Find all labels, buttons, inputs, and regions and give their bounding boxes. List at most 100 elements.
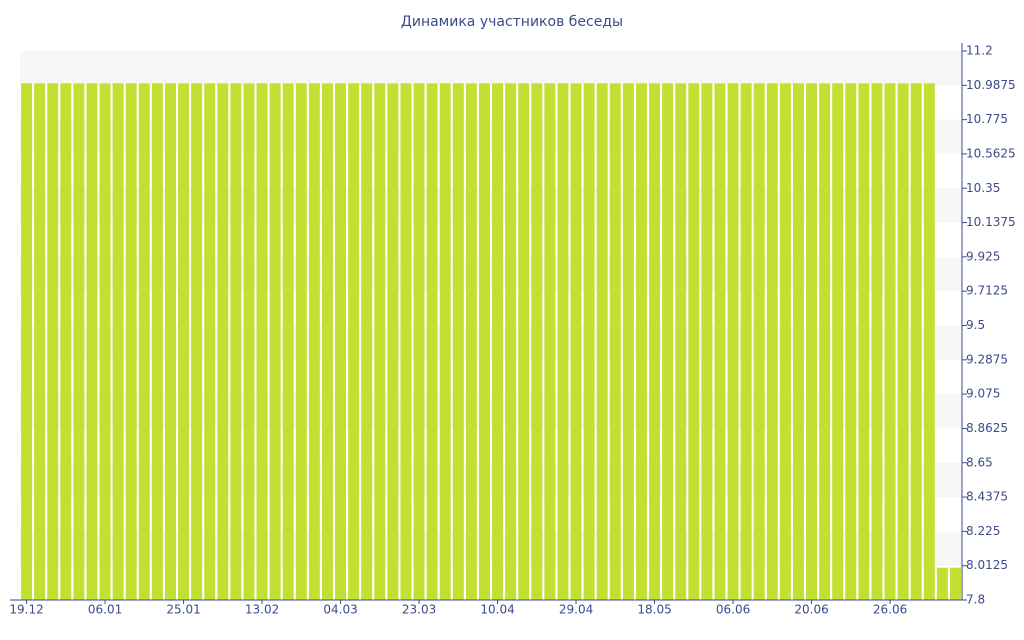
y-tick-label: 9.7125	[966, 284, 1008, 298]
bar	[452, 83, 464, 600]
y-tick-label: 10.5625	[966, 146, 1016, 160]
grid-band	[20, 256, 962, 292]
bar	[413, 83, 425, 600]
bar	[596, 83, 608, 600]
bar	[806, 83, 818, 600]
x-tick-label: 18.05	[637, 603, 671, 617]
bar	[178, 83, 190, 600]
bar	[321, 83, 333, 600]
bar	[47, 83, 59, 600]
y-tick-label: 10.775	[966, 112, 1008, 126]
y-tick-label: 9.5	[966, 318, 985, 332]
bar	[675, 83, 687, 600]
bar	[60, 83, 72, 600]
x-tick-label: 26.06	[873, 603, 907, 617]
bar	[949, 567, 961, 600]
grid-band	[20, 325, 962, 360]
bar	[138, 83, 150, 600]
bar	[73, 83, 85, 600]
bar	[635, 83, 647, 600]
grid-band	[20, 394, 962, 429]
bar	[99, 83, 111, 600]
bar	[256, 83, 268, 600]
x-tick-label: 20.06	[794, 603, 828, 617]
y-tick-label: 11.2	[966, 44, 993, 58]
y-tick-label: 9.2875	[966, 352, 1008, 366]
bar	[400, 83, 412, 600]
bar	[282, 83, 294, 600]
bar	[871, 83, 883, 600]
bar	[230, 83, 242, 600]
x-tick-label: 10.04	[480, 603, 514, 617]
y-tick-label: 8.0125	[966, 558, 1008, 572]
bar	[269, 83, 281, 600]
x-tick-label: 23.03	[402, 603, 436, 617]
bar	[151, 83, 163, 600]
grid-band	[20, 531, 962, 566]
bar	[348, 83, 360, 600]
bar	[387, 83, 399, 600]
grid-band	[20, 188, 962, 223]
bar	[727, 83, 739, 600]
x-tick-label: 06.06	[716, 603, 750, 617]
x-tick-label: 06.01	[88, 603, 122, 617]
bar	[701, 83, 713, 600]
x-tick-label: 29.04	[559, 603, 593, 617]
bar	[465, 83, 477, 600]
bar	[531, 83, 543, 600]
bar	[21, 83, 33, 600]
y-tick-label: 10.1375	[966, 215, 1016, 229]
x-tick-label: 04.03	[323, 603, 357, 617]
bar	[819, 83, 831, 600]
bar	[923, 83, 935, 600]
bar	[845, 83, 857, 600]
bar	[910, 83, 922, 600]
x-tick-label: 13.02	[245, 603, 279, 617]
y-tick-label: 10.35	[966, 181, 1000, 195]
bar	[86, 83, 98, 600]
bar	[439, 83, 451, 600]
bar	[426, 83, 438, 600]
bar	[609, 83, 621, 600]
y-tick-label: 8.8625	[966, 421, 1008, 435]
bar	[688, 83, 700, 600]
bar	[792, 83, 804, 600]
bar	[112, 83, 124, 600]
x-tick-label: 19.12	[9, 603, 43, 617]
bar	[583, 83, 595, 600]
bar	[34, 83, 46, 600]
chart-title: Динамика участников беседы	[401, 14, 623, 30]
grid-band	[20, 51, 962, 86]
y-tick-label: 8.4375	[966, 490, 1008, 504]
bar	[335, 83, 347, 600]
bar	[714, 83, 726, 600]
y-tick-label: 8.225	[966, 524, 1000, 538]
bar	[662, 83, 674, 600]
bar	[374, 83, 386, 600]
bar	[779, 83, 791, 600]
bar	[164, 83, 176, 600]
bar	[505, 83, 517, 600]
bar	[649, 83, 661, 600]
y-tick-label: 7.8	[966, 593, 985, 607]
bar	[361, 83, 373, 600]
y-tick-label: 10.9875	[966, 78, 1016, 92]
y-tick-label: 8.65	[966, 455, 993, 469]
bar	[125, 83, 137, 600]
bar	[936, 567, 948, 600]
bar	[308, 83, 320, 600]
grid-band	[20, 119, 962, 154]
bar	[858, 83, 870, 600]
bar	[897, 83, 909, 600]
y-tick-label: 9.075	[966, 387, 1000, 401]
bar	[832, 83, 844, 600]
bar	[570, 83, 582, 600]
x-tick-label: 25.01	[166, 603, 200, 617]
bar	[492, 83, 504, 600]
bar	[204, 83, 216, 600]
bar	[243, 83, 255, 600]
bar	[622, 83, 634, 600]
bar	[217, 83, 229, 600]
bar	[478, 83, 490, 600]
